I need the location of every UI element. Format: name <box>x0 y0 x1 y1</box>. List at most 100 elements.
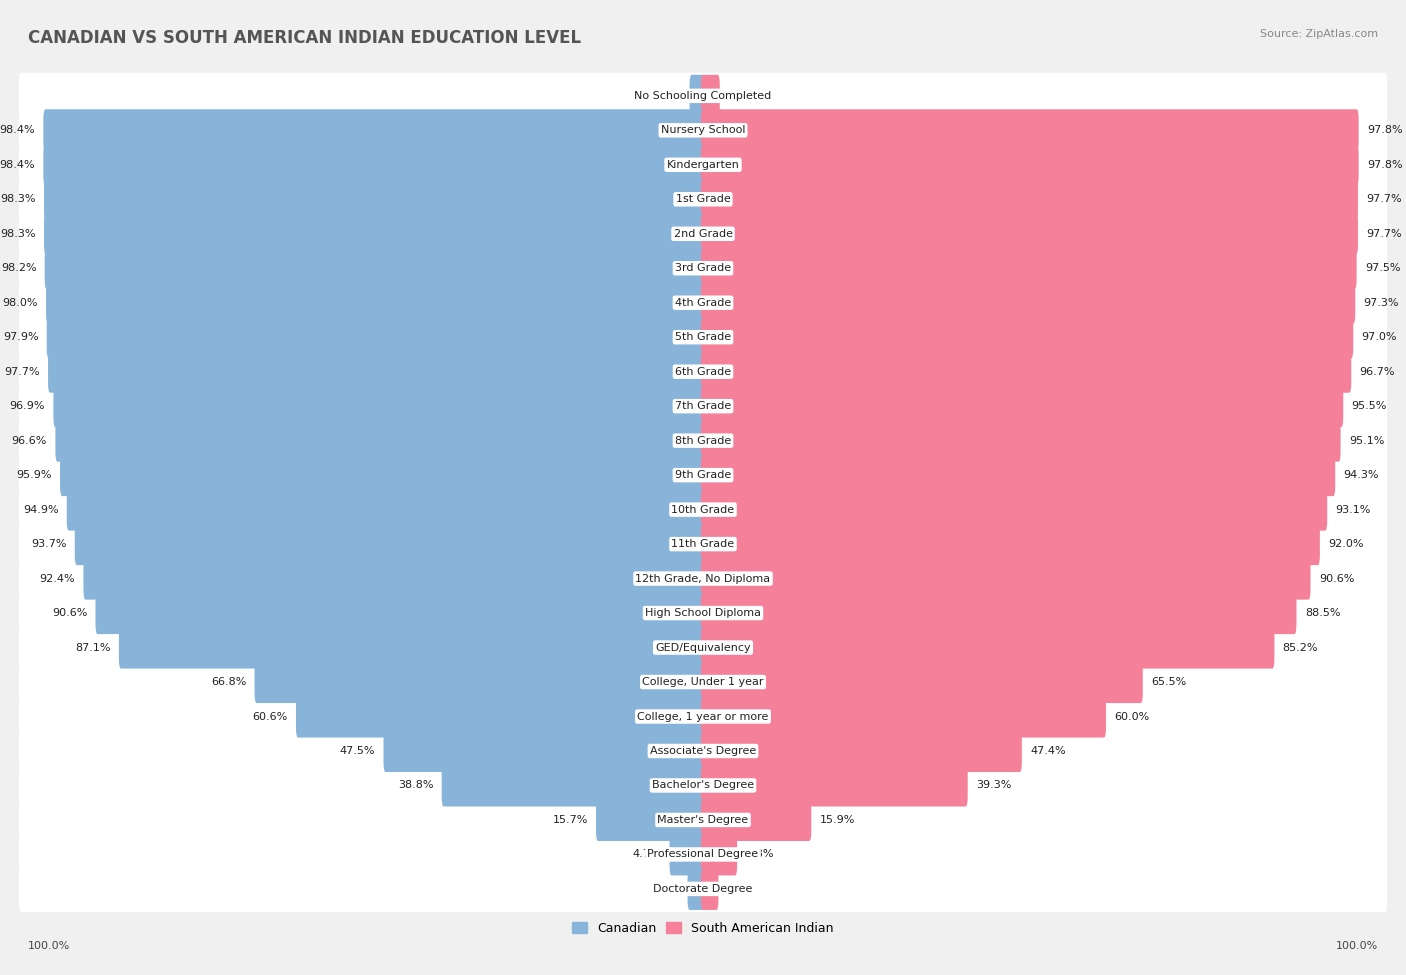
Text: 98.2%: 98.2% <box>1 263 37 273</box>
FancyBboxPatch shape <box>596 799 704 841</box>
FancyBboxPatch shape <box>702 523 1320 566</box>
Text: 97.7%: 97.7% <box>1367 194 1402 205</box>
FancyBboxPatch shape <box>295 695 704 737</box>
Text: 97.9%: 97.9% <box>3 332 38 342</box>
FancyBboxPatch shape <box>702 730 1022 772</box>
FancyBboxPatch shape <box>702 764 967 806</box>
Text: 100.0%: 100.0% <box>1336 941 1378 951</box>
Text: 47.4%: 47.4% <box>1031 746 1066 756</box>
Text: 97.8%: 97.8% <box>1367 126 1403 136</box>
FancyBboxPatch shape <box>18 487 1388 532</box>
FancyBboxPatch shape <box>96 592 704 634</box>
FancyBboxPatch shape <box>60 454 704 496</box>
FancyBboxPatch shape <box>44 143 704 186</box>
Text: College, 1 year or more: College, 1 year or more <box>637 712 769 722</box>
FancyBboxPatch shape <box>702 75 720 117</box>
Text: Master's Degree: Master's Degree <box>658 815 748 825</box>
Text: 2.2%: 2.2% <box>728 91 756 100</box>
FancyBboxPatch shape <box>18 624 1388 671</box>
Text: 2.0%: 2.0% <box>727 884 755 894</box>
FancyBboxPatch shape <box>18 245 1388 292</box>
FancyBboxPatch shape <box>18 762 1388 808</box>
Text: 47.5%: 47.5% <box>340 746 375 756</box>
Text: GED/Equivalency: GED/Equivalency <box>655 643 751 652</box>
Text: 12th Grade, No Diploma: 12th Grade, No Diploma <box>636 573 770 584</box>
Text: 4th Grade: 4th Grade <box>675 297 731 308</box>
FancyBboxPatch shape <box>83 558 704 600</box>
Text: 88.5%: 88.5% <box>1305 608 1340 618</box>
FancyBboxPatch shape <box>18 452 1388 498</box>
Text: College, Under 1 year: College, Under 1 year <box>643 677 763 687</box>
Text: 100.0%: 100.0% <box>28 941 70 951</box>
FancyBboxPatch shape <box>702 454 1336 496</box>
FancyBboxPatch shape <box>45 248 704 290</box>
Text: 85.2%: 85.2% <box>1282 643 1319 652</box>
Text: 8th Grade: 8th Grade <box>675 436 731 446</box>
Text: 96.7%: 96.7% <box>1360 367 1395 376</box>
Text: 2.0%: 2.0% <box>651 884 679 894</box>
Text: 98.4%: 98.4% <box>0 126 35 136</box>
Text: 87.1%: 87.1% <box>75 643 111 652</box>
FancyBboxPatch shape <box>18 590 1388 636</box>
Text: 1.7%: 1.7% <box>652 91 682 100</box>
FancyBboxPatch shape <box>702 248 1357 290</box>
Text: 94.9%: 94.9% <box>22 505 59 515</box>
FancyBboxPatch shape <box>702 351 1351 393</box>
FancyBboxPatch shape <box>55 419 704 462</box>
Text: 93.1%: 93.1% <box>1336 505 1371 515</box>
FancyBboxPatch shape <box>688 868 704 910</box>
Text: 5th Grade: 5th Grade <box>675 332 731 342</box>
Text: 15.9%: 15.9% <box>820 815 855 825</box>
FancyBboxPatch shape <box>48 351 704 393</box>
FancyBboxPatch shape <box>702 868 718 910</box>
FancyBboxPatch shape <box>46 282 704 324</box>
Text: No Schooling Completed: No Schooling Completed <box>634 91 772 100</box>
FancyBboxPatch shape <box>18 659 1388 705</box>
FancyBboxPatch shape <box>75 523 704 566</box>
FancyBboxPatch shape <box>18 417 1388 464</box>
FancyBboxPatch shape <box>702 109 1358 151</box>
FancyBboxPatch shape <box>702 488 1327 530</box>
FancyBboxPatch shape <box>702 627 1274 669</box>
Text: 94.3%: 94.3% <box>1344 470 1379 480</box>
Text: 60.6%: 60.6% <box>253 712 288 722</box>
FancyBboxPatch shape <box>18 797 1388 843</box>
FancyBboxPatch shape <box>18 556 1388 602</box>
Text: 38.8%: 38.8% <box>398 780 433 791</box>
Text: Source: ZipAtlas.com: Source: ZipAtlas.com <box>1260 29 1378 39</box>
FancyBboxPatch shape <box>702 385 1343 427</box>
FancyBboxPatch shape <box>53 385 704 427</box>
Text: 97.7%: 97.7% <box>4 367 39 376</box>
FancyBboxPatch shape <box>669 834 704 876</box>
FancyBboxPatch shape <box>18 107 1388 153</box>
Text: 97.7%: 97.7% <box>1367 229 1402 239</box>
FancyBboxPatch shape <box>702 558 1310 600</box>
FancyBboxPatch shape <box>18 176 1388 222</box>
Text: 2nd Grade: 2nd Grade <box>673 229 733 239</box>
FancyBboxPatch shape <box>18 211 1388 256</box>
Text: High School Diploma: High School Diploma <box>645 608 761 618</box>
FancyBboxPatch shape <box>702 592 1296 634</box>
Text: 39.3%: 39.3% <box>976 780 1011 791</box>
Text: 95.9%: 95.9% <box>17 470 52 480</box>
Text: 90.6%: 90.6% <box>1319 573 1354 584</box>
Text: 93.7%: 93.7% <box>31 539 66 549</box>
FancyBboxPatch shape <box>18 314 1388 361</box>
FancyBboxPatch shape <box>18 280 1388 326</box>
FancyBboxPatch shape <box>702 661 1143 703</box>
FancyBboxPatch shape <box>702 419 1340 462</box>
Text: 6th Grade: 6th Grade <box>675 367 731 376</box>
Text: 97.8%: 97.8% <box>1367 160 1403 170</box>
FancyBboxPatch shape <box>44 213 704 254</box>
Text: 66.8%: 66.8% <box>211 677 246 687</box>
Text: 92.0%: 92.0% <box>1329 539 1364 549</box>
Text: Professional Degree: Professional Degree <box>647 849 759 859</box>
FancyBboxPatch shape <box>702 799 811 841</box>
FancyBboxPatch shape <box>66 488 704 530</box>
FancyBboxPatch shape <box>702 695 1107 737</box>
Text: 11th Grade: 11th Grade <box>672 539 734 549</box>
Text: 97.3%: 97.3% <box>1364 297 1399 308</box>
FancyBboxPatch shape <box>702 143 1358 186</box>
FancyBboxPatch shape <box>702 316 1354 358</box>
Text: 7th Grade: 7th Grade <box>675 401 731 411</box>
